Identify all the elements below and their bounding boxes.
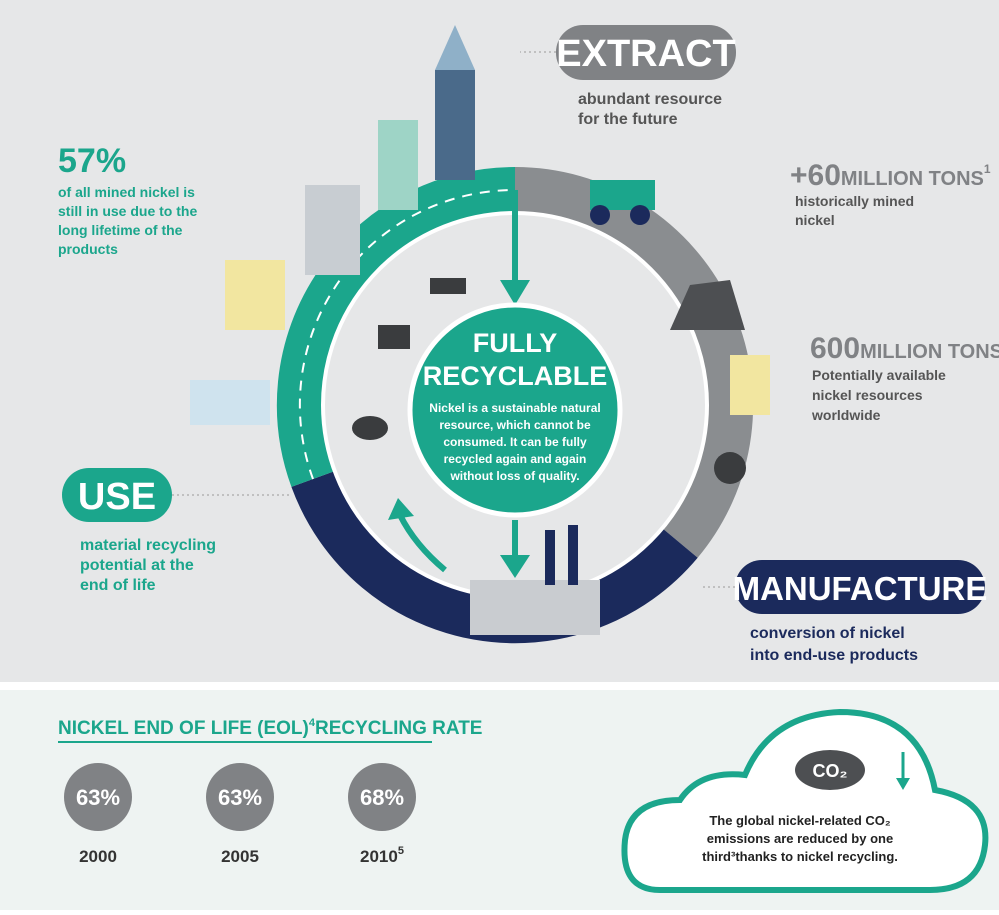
emissions-text: emissions are reduced by one xyxy=(707,831,893,846)
factory xyxy=(470,580,600,635)
manufacture-text: conversion of nickel xyxy=(750,625,905,642)
stat-unit: MILLION TONS xyxy=(841,168,984,190)
stat-text: worldwide xyxy=(811,407,881,423)
ni-icon xyxy=(714,452,746,484)
stat-text: historically mined xyxy=(795,193,914,209)
stat-number: +60 xyxy=(790,159,841,192)
building xyxy=(225,260,285,330)
wheel xyxy=(590,205,610,225)
machine xyxy=(730,355,770,415)
battery-icon xyxy=(430,278,466,294)
rate-value: 63% xyxy=(76,785,120,810)
co2-label: CO₂ xyxy=(813,761,848,781)
extract-text: for the future xyxy=(578,111,678,128)
infographic: FULLY RECYCLABLE Nickel is a sustainable… xyxy=(0,0,999,910)
building xyxy=(190,380,270,425)
emissions-text: The global nickel-related CO₂ xyxy=(709,813,891,828)
manufacture-text: into end-use products xyxy=(750,647,918,664)
stat-text-line: still in use due to the xyxy=(58,203,197,219)
center-title: FULLY xyxy=(473,328,558,358)
stat-number: 600 xyxy=(810,332,860,365)
section-title: NICKEL END OF LIFE (EOL)4RECYCLING RATE xyxy=(58,717,482,739)
rate-value: 68% xyxy=(360,785,404,810)
rates: 63% 2000 63% 2005 68% 20105 xyxy=(64,763,416,866)
rate-year: 20105 xyxy=(360,845,404,866)
year: 2000 xyxy=(79,847,117,866)
wheel xyxy=(630,205,650,225)
center-text-line: Nickel is a sustainable natural xyxy=(429,401,600,415)
monitor-icon xyxy=(378,325,410,349)
center-text: Nickel is a sustainable natural resource,… xyxy=(429,401,600,483)
emissions-text: third³thanks to nickel recycling. xyxy=(702,849,898,864)
stat-text: nickel resources xyxy=(812,387,923,403)
use-label: USE xyxy=(78,476,156,518)
chimney xyxy=(568,525,578,585)
kettle-icon xyxy=(352,416,388,440)
stat-text: Potentially available xyxy=(812,367,946,383)
center-text-line: recycled again and again xyxy=(444,452,587,466)
manufacture-label: MANUFACTURE xyxy=(733,570,988,607)
stat-value: 57% xyxy=(58,142,126,180)
use-text: potential at the xyxy=(80,557,194,574)
building xyxy=(378,120,418,210)
extract-text: abundant resource xyxy=(578,91,722,108)
rate-year: 2000 xyxy=(79,847,117,866)
center-text-line: consumed. It can be fully xyxy=(443,435,587,449)
stat-text-line: of all mined nickel is xyxy=(58,184,195,200)
title-part: RECYCLING RATE xyxy=(315,718,482,739)
year: 2005 xyxy=(221,847,259,866)
footnote: 5 xyxy=(398,845,404,857)
stat-text-line: long lifetime of the xyxy=(58,222,183,238)
center-text-line: resource, which cannot be xyxy=(439,418,591,432)
center-text-line: without loss of quality. xyxy=(449,469,579,483)
footnote: 1 xyxy=(984,162,991,176)
chimney xyxy=(545,530,555,585)
tower xyxy=(435,70,475,180)
stat-text: nickel xyxy=(795,212,835,228)
stat-text-line: products xyxy=(58,241,118,257)
title-part: NICKEL END OF LIFE (EOL) xyxy=(58,718,309,739)
extract-label: EXTRACT xyxy=(556,33,735,75)
year: 2010 xyxy=(360,847,398,866)
center-title: RECYCLABLE xyxy=(423,361,608,391)
building xyxy=(305,185,360,275)
rate-year: 2005 xyxy=(221,847,259,866)
use-text: end of life xyxy=(80,577,156,594)
use-text: material recycling xyxy=(80,537,216,554)
rate-value: 63% xyxy=(218,785,262,810)
stat-unit: MILLION TONS xyxy=(860,341,999,363)
